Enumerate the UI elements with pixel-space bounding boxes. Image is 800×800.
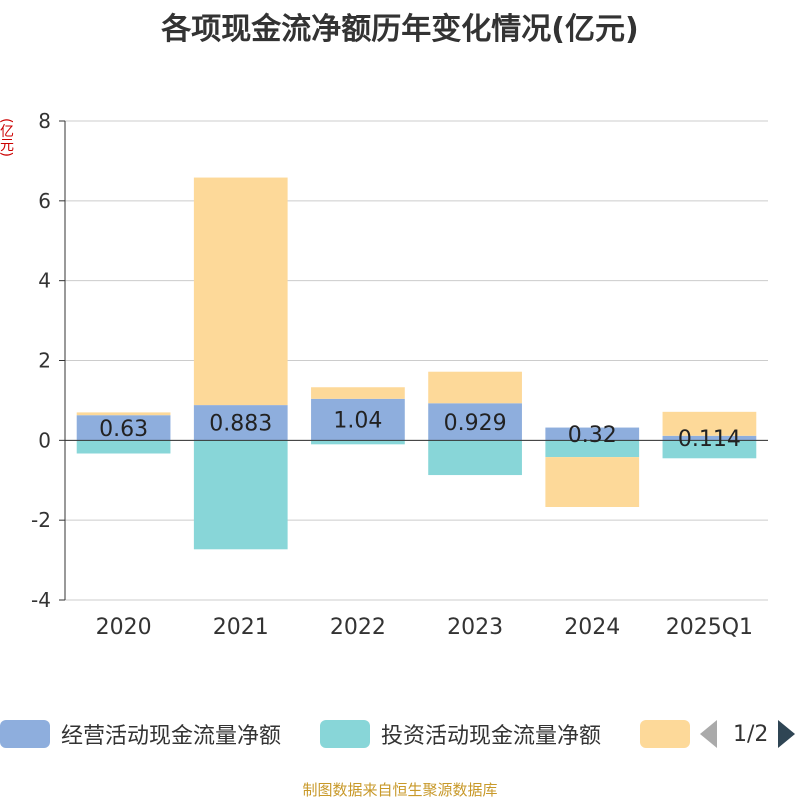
legend-item-third-series[interactable] [640,716,690,752]
y-tick-label: 6 [38,189,51,213]
legend-item-investing[interactable]: 投资活动现金流量净额 [320,716,601,752]
bar-series2 [662,440,757,459]
y-axis-unit-label: (亿元) [0,118,14,157]
legend-next-page-icon[interactable] [778,720,796,748]
y-tick-label: 2 [38,349,51,373]
data-label: 0.929 [444,411,507,436]
data-label: 0.114 [678,427,741,452]
bar-series2 [311,440,405,445]
data-source-note: 制图数据来自恒生聚源数据库 [302,781,498,799]
bar-series2 [76,440,171,454]
chart-plot: -4 -2 0 2 4 6 8 2020 2021 2022 2023 2024 2025Q1 0.63 0… [31,109,768,640]
legend-page-indicator: 1/2 [733,721,769,747]
legend-prev-page-icon[interactable] [700,720,717,748]
y-tick-label: 4 [38,269,51,293]
y-tick-label: -4 [31,588,51,612]
bar-series3 [76,412,171,416]
legend-label-investing: 投资活动现金流量净额 [381,724,602,749]
data-label: 1.04 [333,409,382,434]
bar-series3 [545,457,640,507]
legend: 经营活动现金流量净额 投资活动现金流量净额 1/2 [0,716,800,752]
data-label: 0.63 [99,417,148,442]
legend-swatch-operating [0,720,50,748]
x-tick-label: 2020 [96,615,152,640]
x-tick-label: 2022 [330,615,386,640]
bar-series2 [545,440,640,458]
bar-series3 [662,411,757,436]
legend-swatch-investing [320,720,370,748]
bar-series3 [428,371,522,404]
x-tick-label: 2024 [564,615,620,640]
legend-pager: 1/2 [700,716,796,752]
y-tick-label: -2 [31,508,51,532]
bar-series1 [662,435,757,441]
bar-series1 [193,405,288,441]
bar-series1 [545,427,640,441]
x-tick-label: 2023 [447,615,503,640]
chart-title: 各项现金流净额历年变化情况(亿元) [161,12,639,47]
data-label: 0.32 [568,423,617,448]
y-tick-label: 8 [38,109,51,133]
bar-series3 [311,387,405,399]
data-label: 0.883 [209,412,272,437]
bar-series1 [428,403,522,441]
bar-series2 [193,440,288,550]
legend-item-operating[interactable]: 经营活动现金流量净额 [0,716,281,752]
legend-swatch-third-series [640,720,690,748]
legend-label-operating: 经营活动现金流量净额 [61,724,282,749]
x-tick-label: 2025Q1 [666,615,753,640]
y-tick-label: 0 [38,428,51,452]
bar-series1 [76,415,171,441]
bar-series3 [193,177,288,406]
bar-series2 [428,440,522,476]
x-tick-label: 2021 [213,615,269,640]
bar-series1 [311,398,405,441]
